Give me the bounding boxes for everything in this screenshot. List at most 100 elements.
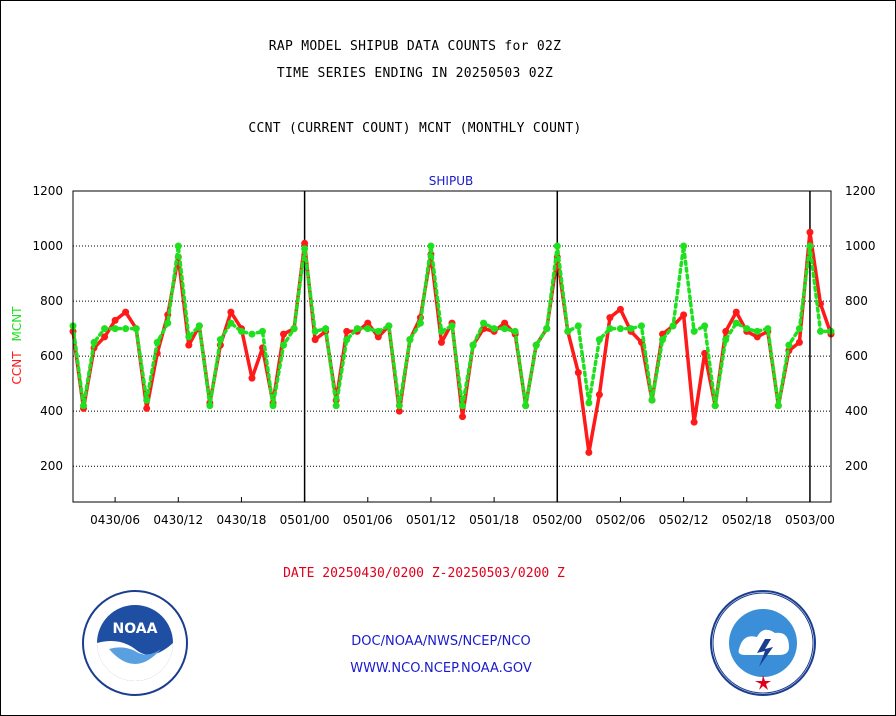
mcnt-point <box>143 396 151 404</box>
ccnt-point <box>364 319 372 327</box>
mcnt-point <box>564 327 572 335</box>
mcnt-point <box>364 325 372 333</box>
mcnt-point <box>195 322 203 330</box>
noaa-logo-text: NOAA <box>113 621 158 637</box>
mcnt-point <box>680 242 688 250</box>
mcnt-point <box>90 338 98 346</box>
mcnt-point <box>753 327 761 335</box>
mcnt-point <box>574 322 582 330</box>
xtick-label-7: 0502/00 <box>532 513 582 527</box>
mcnt-point <box>711 402 719 410</box>
ytick-right-1000: 1000 <box>845 239 876 253</box>
ccnt-point <box>595 391 603 399</box>
mcnt-point <box>227 319 235 327</box>
mcnt-point <box>248 330 256 338</box>
ccnt-point <box>606 314 614 322</box>
ccnt-point <box>248 374 256 382</box>
mcnt-point <box>595 336 603 344</box>
ccnt-point <box>585 448 593 456</box>
ccnt-point <box>722 327 730 335</box>
ccnt-point <box>111 316 119 324</box>
chart-title-line1: RAP MODEL SHIPUB DATA COUNTS for 02Z <box>268 39 562 54</box>
mcnt-point <box>648 396 656 404</box>
mcnt-point <box>448 322 456 330</box>
y-axis-right: 200 400 600 800 1000 1200 <box>845 184 876 473</box>
mcnt-point <box>553 242 561 250</box>
mcnt-point <box>616 325 624 333</box>
mcnt-point <box>585 399 593 407</box>
mcnt-point <box>153 338 161 346</box>
mcnt-point <box>395 402 403 410</box>
ytick-right-800: 800 <box>845 294 868 308</box>
ylabel-ccnt: CCNT <box>10 351 24 385</box>
xtick-label-10: 0502/18 <box>722 513 772 527</box>
xtick-label-0: 0430/06 <box>90 513 140 527</box>
xtick-label-9: 0502/12 <box>659 513 709 527</box>
xtick-label-6: 0501/18 <box>469 513 519 527</box>
ccnt-point <box>343 327 351 335</box>
ccnt-point <box>459 413 467 421</box>
mcnt-point <box>332 402 340 410</box>
ytick-left-800: 800 <box>40 294 63 308</box>
ytick-right-1200: 1200 <box>845 184 876 198</box>
mcnt-point <box>543 325 551 333</box>
mcnt-point <box>80 402 88 410</box>
mcnt-point <box>490 325 498 333</box>
ytick-left-600: 600 <box>40 349 63 363</box>
xtick-label-8: 0502/06 <box>596 513 646 527</box>
ccnt-point <box>311 336 319 344</box>
ccnt-point <box>143 404 151 412</box>
ccnt-point <box>395 407 403 415</box>
mcnt-point <box>216 336 224 344</box>
axes-box <box>72 190 832 503</box>
mcnt-point <box>353 325 361 333</box>
mcnt-point <box>259 327 266 335</box>
ylabel-mcnt: MCNT <box>10 306 24 342</box>
mcnt-point <box>722 336 730 344</box>
mcnt-point <box>627 325 635 333</box>
mcnt-point <box>416 319 424 327</box>
mcnt-point <box>111 325 119 333</box>
mcnt-point <box>806 242 814 250</box>
date-range: DATE 20250430/0200 Z-20250503/0200 Z <box>283 566 565 581</box>
plot-title: SHIPUB <box>429 174 473 188</box>
y-axis-label: CCNT MCNT <box>10 306 24 385</box>
xtick-label-5: 0501/12 <box>406 513 456 527</box>
ccnt-point <box>101 333 109 341</box>
ccnt-point <box>374 333 382 341</box>
mcnt-point <box>385 322 393 330</box>
mcnt-point <box>511 327 519 335</box>
ccnt-point <box>501 319 509 327</box>
mcnt-point <box>638 322 645 330</box>
mcnt-point <box>237 327 245 335</box>
mcnt-point <box>532 341 540 349</box>
chart-title-line2: TIME SERIES ENDING IN 20250503 02Z <box>276 66 554 81</box>
ccnt-point <box>280 330 288 338</box>
ccnt-point <box>437 338 445 346</box>
mcnt-point <box>690 327 698 335</box>
mcnt-point <box>659 336 667 344</box>
mcnt-point <box>301 245 309 253</box>
mcnt-point <box>606 325 614 333</box>
mcnt-point <box>764 325 772 333</box>
mcnt-point <box>343 336 351 344</box>
mcnt-point <box>816 327 824 335</box>
ccnt-point <box>816 300 824 308</box>
ccnt-point <box>227 308 235 316</box>
mcnt-point <box>469 341 477 349</box>
mcnt-point <box>427 242 435 250</box>
mcnt-point <box>185 333 193 341</box>
mcnt-point <box>785 341 793 349</box>
noaa-logo: NOAA <box>82 590 188 696</box>
nws-logo <box>710 590 816 696</box>
xtick-label-3: 0501/00 <box>280 513 330 527</box>
mcnt-point <box>174 242 182 250</box>
ytick-left-200: 200 <box>40 459 63 473</box>
ytick-left-1200: 1200 <box>32 184 63 198</box>
mcnt-point <box>164 319 172 327</box>
xtick-label-2: 0430/18 <box>217 513 267 527</box>
ccnt-point <box>806 228 814 236</box>
mcnt-point <box>437 327 445 335</box>
mcnt-point <box>774 402 782 410</box>
